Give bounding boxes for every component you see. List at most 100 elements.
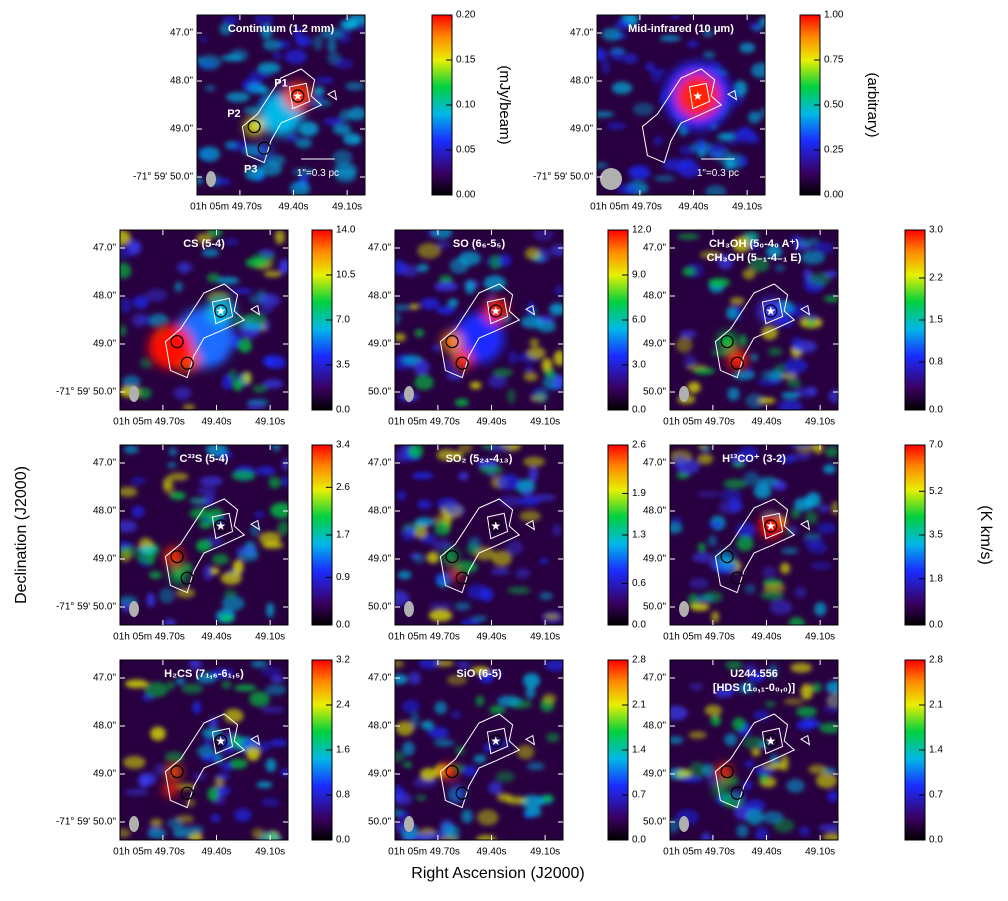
- noise-blob: [231, 288, 253, 295]
- noise-blob: [533, 230, 554, 242]
- noise-blob: [739, 42, 756, 54]
- emission: [164, 547, 187, 583]
- noise-blob: [811, 682, 822, 693]
- star-marker: ★: [292, 89, 303, 103]
- noise-blob: [786, 778, 805, 793]
- position-marker: [720, 764, 734, 779]
- beam: [404, 816, 414, 832]
- noise-blob: [736, 155, 749, 168]
- noise-blob: [774, 264, 786, 272]
- noise-blob: [622, 53, 638, 64]
- noise-blob: [291, 167, 315, 176]
- map-frame: [119, 229, 289, 411]
- noise-blob: [765, 700, 776, 708]
- noise-blob: [120, 325, 127, 337]
- noise-blob: [450, 710, 462, 719]
- noise-blob: [732, 236, 751, 253]
- noise-blob: [199, 146, 221, 162]
- y-tick-label: 47.0": [570, 28, 593, 39]
- noise-blob: [490, 568, 510, 575]
- map-frame: [596, 14, 766, 196]
- noise-blob: [466, 543, 479, 556]
- y-tick-label: 47.0": [93, 673, 116, 684]
- colorbar-tick-label: 7.0: [336, 315, 350, 326]
- noise-blob: [211, 668, 234, 678]
- colorbar-tick-label: 0.6: [632, 578, 646, 589]
- noise-blob: [728, 496, 743, 513]
- noise-blob: [454, 398, 469, 407]
- noise-blob: [219, 614, 234, 622]
- panel: ★ Continuum (1.2 mm) P1 P2 P3 1"=0.3 pc 01h 05…: [133, 10, 513, 213]
- beam: [129, 816, 139, 832]
- contour: [486, 512, 509, 540]
- noise-blob: [826, 692, 838, 705]
- y-tick-label: -71° 59' 50.0": [533, 172, 594, 183]
- noise-blob: [242, 738, 261, 750]
- noise-blob: [148, 313, 169, 329]
- noise-blob: [409, 445, 424, 459]
- noise-blob: [491, 550, 512, 567]
- noise-blob: [704, 185, 727, 195]
- emission-peak: [163, 782, 178, 797]
- noise-blob: [479, 587, 494, 602]
- noise-blob: [278, 259, 288, 274]
- noise-blob: [483, 275, 507, 291]
- noise-blob: [725, 660, 743, 670]
- noise-blob: [420, 297, 440, 310]
- y-tick-label: -71° 59' 50.0": [56, 817, 117, 828]
- noise-blob: [313, 86, 325, 96]
- y-tick-label: 49.0": [643, 339, 666, 350]
- colorbar-tick-label: 2.1: [929, 700, 943, 711]
- noise-blob: [228, 758, 248, 769]
- contour: [525, 304, 536, 316]
- noise: [120, 660, 288, 840]
- noise-blob: [670, 705, 688, 721]
- noise-blob: [687, 381, 701, 393]
- noise-blob: [800, 250, 825, 265]
- noise-blob: [687, 40, 699, 48]
- noise-blob: [139, 357, 154, 369]
- contour: [439, 283, 521, 379]
- noise-blob: [437, 240, 451, 249]
- contour: [164, 498, 246, 594]
- noise-blob: [332, 123, 352, 135]
- noise-blob: [526, 346, 546, 360]
- colorbar-tick-label: 5.2: [929, 486, 943, 497]
- noise-blob: [137, 387, 152, 400]
- noise-blob: [762, 762, 784, 771]
- noise-blob: [632, 102, 655, 116]
- noise-blob: [417, 499, 432, 510]
- beam: [679, 816, 689, 832]
- contour: [761, 727, 784, 755]
- noise-blob: [757, 378, 781, 386]
- noise-blob: [181, 683, 204, 694]
- noise-blob: [744, 583, 756, 594]
- panel-title: SO (6₆-5₅): [453, 238, 506, 250]
- emission-peak: [675, 74, 720, 118]
- contour: [714, 713, 796, 809]
- noise-blob: [823, 295, 838, 303]
- peak-label: P1: [274, 77, 287, 89]
- noise-blob: [676, 459, 700, 475]
- noise-blob: [680, 776, 703, 783]
- noise-blob: [747, 670, 766, 683]
- noise-blob: [489, 738, 511, 749]
- noise-blob: [268, 476, 281, 489]
- noise-blob: [479, 465, 504, 474]
- contour: [525, 734, 536, 746]
- noise-blob: [174, 281, 183, 293]
- x-tick-label: 01h 05m 49.70s: [590, 202, 662, 213]
- noise-blob: [259, 293, 281, 308]
- contour: [164, 283, 246, 379]
- noise-blob: [689, 682, 704, 691]
- colorbar-tick-label: 0.10: [456, 100, 476, 111]
- noise-blob: [539, 558, 549, 565]
- noise-blob: [348, 106, 365, 121]
- colorbar-tick-label: 1.5: [929, 315, 943, 326]
- x-tick-label: 49.10s: [530, 417, 560, 428]
- noise-blob: [732, 717, 746, 731]
- contour: [211, 727, 234, 755]
- noise-blob: [768, 663, 778, 679]
- noise-blob: [759, 107, 765, 118]
- noise-blob: [794, 586, 807, 599]
